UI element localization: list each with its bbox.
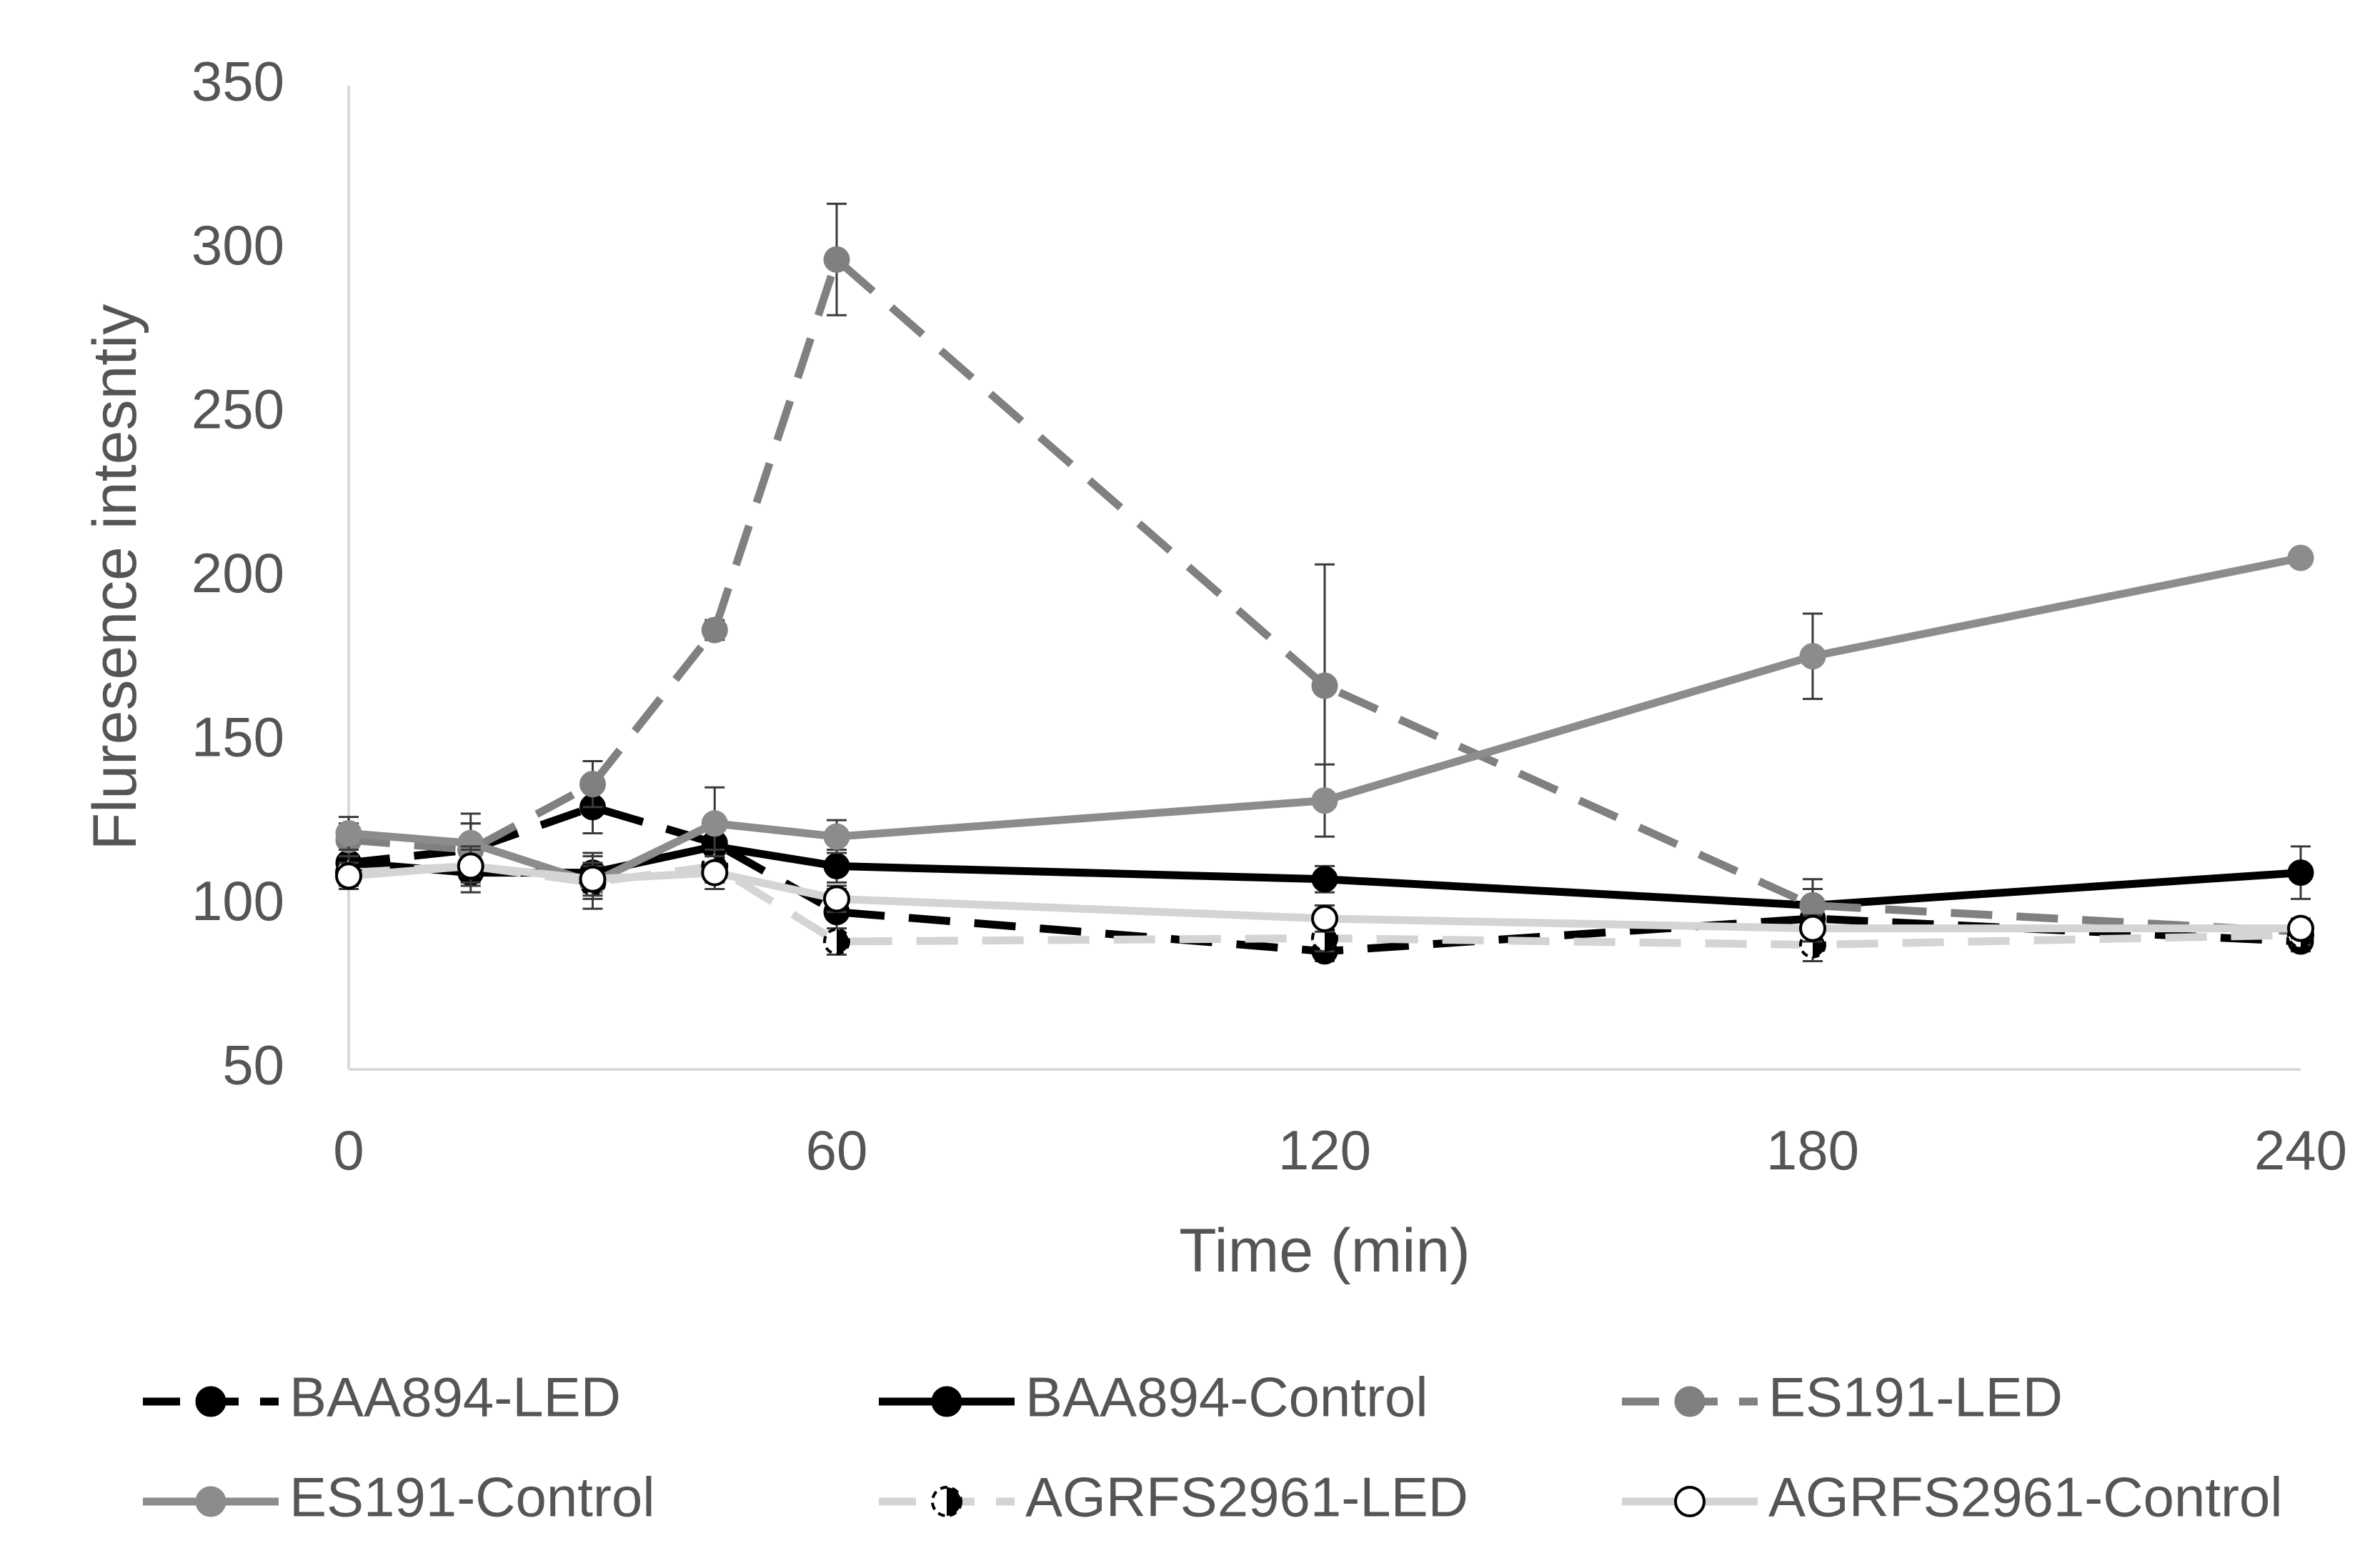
legend-label: AGRFS2961-Control — [1768, 1466, 2283, 1529]
data-point — [1799, 914, 1826, 942]
x-axis-title: Time (min) — [1179, 1217, 1470, 1285]
legend-swatch-marker — [195, 1386, 226, 1417]
data-point — [701, 810, 728, 837]
legend-swatch-marker — [931, 1486, 962, 1517]
legend-item: BAA894-Control — [879, 1366, 1428, 1429]
data-point — [1311, 672, 1338, 699]
legend-swatch-marker-fill — [947, 1487, 961, 1516]
legend-label: BAA894-Control — [1025, 1366, 1428, 1429]
series-line — [348, 862, 2301, 933]
y-tick-label: 250 — [191, 378, 284, 441]
data-point — [823, 852, 850, 879]
legend-label: ES191-LED — [1768, 1366, 2063, 1429]
x-tick-label: 240 — [2254, 1119, 2347, 1182]
data-point — [335, 862, 362, 890]
x-tick-labels: 0 60 120 180 240 — [333, 1119, 2347, 1182]
data-point — [1311, 866, 1338, 893]
legend-swatch-marker — [1674, 1386, 1706, 1417]
data-point-fill — [837, 929, 849, 954]
data-point — [1799, 643, 1826, 670]
x-tick-label: 180 — [1766, 1119, 1859, 1182]
legend-item: ES191-Control — [143, 1466, 655, 1529]
legend-label: BAA894-LED — [289, 1366, 621, 1429]
y-tick-label: 200 — [191, 541, 284, 604]
data-point — [701, 616, 728, 644]
x-tick-label: 0 — [333, 1119, 364, 1182]
data-point — [2287, 544, 2314, 571]
y-tick-label: 150 — [191, 706, 284, 769]
data-point — [457, 852, 484, 880]
data-point — [2287, 914, 2314, 942]
legend-swatch-marker — [1674, 1486, 1706, 1517]
data-point — [335, 820, 362, 847]
data-point — [1799, 892, 1826, 919]
data-point — [701, 859, 729, 887]
y-tick-labels: 50 100 150 200 250 300 350 — [191, 50, 284, 1097]
data-point — [2287, 859, 2314, 887]
y-tick-label: 100 — [191, 869, 284, 932]
legend-swatch-marker — [931, 1386, 962, 1417]
x-tick-label: 60 — [806, 1119, 868, 1182]
y-tick-label: 300 — [191, 214, 284, 276]
legend-label: ES191-Control — [289, 1466, 655, 1529]
data-point — [823, 246, 850, 273]
legend-swatch-marker — [195, 1486, 226, 1517]
data-point — [823, 885, 850, 913]
series-layer — [335, 202, 2314, 965]
legend-label: AGRFS2961-LED — [1025, 1466, 1468, 1529]
legend-item: BAA894-LED — [143, 1366, 621, 1429]
legend-item: ES191-LED — [1622, 1366, 2063, 1429]
series-agrfs2961-control — [335, 848, 2314, 943]
axes — [347, 86, 2301, 1071]
y-tick-label: 350 — [191, 50, 284, 113]
legend-item: AGRFS2961-LED — [879, 1466, 1468, 1529]
y-tick-label: 50 — [222, 1034, 284, 1097]
legend-item: AGRFS2961-Control — [1622, 1466, 2283, 1529]
data-point — [823, 823, 850, 850]
series-line — [348, 554, 2302, 887]
y-axis-title: Fluresence intesntiy — [81, 304, 149, 851]
data-point — [1311, 904, 1338, 932]
data-point — [1311, 787, 1338, 814]
data-point — [823, 927, 850, 955]
series-line — [348, 255, 2301, 936]
data-point — [579, 865, 607, 893]
legend: BAA894-LED BAA894-Control ES191-LED ES191-C… — [143, 1366, 2283, 1529]
data-point — [579, 771, 606, 798]
x-tick-label: 120 — [1278, 1119, 1371, 1182]
